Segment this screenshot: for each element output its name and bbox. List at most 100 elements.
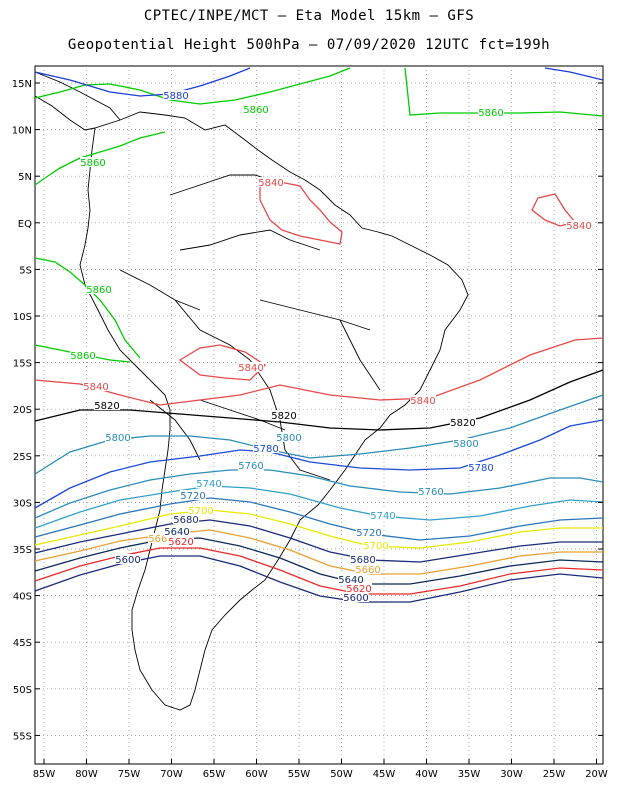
contour-label-5860: 5860 bbox=[80, 158, 105, 169]
contour-label-bg bbox=[196, 478, 222, 488]
lon-tick-label: 45W bbox=[373, 769, 396, 780]
lat-tick-label: 20S bbox=[13, 405, 32, 416]
contour-5720 bbox=[34, 497, 604, 541]
contour-label-bg bbox=[370, 510, 396, 520]
contour-label-bg bbox=[86, 284, 112, 294]
contour-5780 bbox=[34, 419, 604, 509]
contour-label-5720: 5720 bbox=[180, 491, 205, 502]
axis-ticks: 15N 10N 5N EQ 5S 10S 15S 20S 25S 30S 35S 40S 45S 50S 5… bbox=[12, 79, 608, 780]
contour-label-5880: 5880 bbox=[163, 91, 188, 102]
central-america-coast-south bbox=[34, 95, 96, 131]
lat-tick-label: 50S bbox=[13, 685, 32, 696]
contour-label-5860: 5860 bbox=[70, 351, 95, 362]
lon-tick-label: 75W bbox=[118, 769, 141, 780]
contour-label-bg bbox=[453, 438, 479, 448]
contour-label-5660: 5660 bbox=[355, 565, 380, 576]
lat-tick-label: 40S bbox=[13, 592, 32, 603]
contour-label-bg bbox=[363, 540, 389, 550]
contour-label-5860: 5860 bbox=[86, 285, 111, 296]
contour-label-bg bbox=[70, 350, 96, 360]
contour-5760 bbox=[34, 469, 604, 519]
lon-tick-label: 35W bbox=[458, 769, 481, 780]
contour-label-5700: 5700 bbox=[363, 541, 388, 552]
lat-tick-label: 45S bbox=[13, 638, 32, 649]
contour-label-5640: 5640 bbox=[338, 575, 363, 586]
lon-tick-label: 50W bbox=[330, 769, 353, 780]
contour-5880 bbox=[544, 67, 604, 81]
contour-label-5840: 5840 bbox=[238, 363, 263, 374]
contour-label-5680: 5680 bbox=[350, 555, 375, 566]
contour-label-5800: 5800 bbox=[105, 433, 130, 444]
contour-5740 bbox=[34, 485, 604, 529]
contour-label-5600: 5600 bbox=[343, 593, 368, 604]
lat-tick-label: 10S bbox=[13, 312, 32, 323]
contour-5660 bbox=[34, 529, 603, 575]
contour-label-bg bbox=[163, 90, 189, 100]
contour-label-5840: 5840 bbox=[258, 178, 283, 189]
contour-label-bg bbox=[258, 177, 284, 187]
lon-tick-label: 65W bbox=[203, 769, 226, 780]
contour-label-5760: 5760 bbox=[238, 461, 263, 472]
contour-5840 bbox=[259, 179, 343, 245]
contour-label-bg bbox=[83, 381, 109, 391]
map-subtitle: Geopotential Height 500hPa – 07/09/2020 … bbox=[67, 37, 551, 53]
lon-tick-label: 20W bbox=[585, 769, 608, 780]
lat-tick-label: 5N bbox=[18, 172, 32, 183]
contour-label-5680: 5680 bbox=[173, 515, 198, 526]
lon-tick-label: 85W bbox=[33, 769, 56, 780]
contour-label-5740: 5740 bbox=[196, 479, 221, 490]
contour-label-bg bbox=[343, 592, 369, 602]
contour-label-5840: 5840 bbox=[410, 396, 435, 407]
contour-label-bg bbox=[450, 417, 476, 427]
contour-label-bg bbox=[468, 462, 494, 472]
lat-tick-label: 10N bbox=[12, 126, 32, 137]
contour-label-bg bbox=[410, 395, 436, 405]
map-frame bbox=[34, 65, 604, 765]
contour-label-bg bbox=[180, 490, 206, 500]
contour-label-5640: 5640 bbox=[164, 527, 189, 538]
contour-label-bg bbox=[271, 410, 297, 420]
south-america-coast bbox=[79, 111, 469, 711]
contour-label-bg bbox=[238, 460, 264, 470]
contour-label-bg bbox=[94, 400, 120, 410]
contour-label-5840: 5840 bbox=[83, 382, 108, 393]
contour-label-5820: 5820 bbox=[450, 418, 475, 429]
contour-label-5740: 5740 bbox=[370, 511, 395, 522]
lat-tick-label: 30S bbox=[13, 498, 32, 509]
contour-5640 bbox=[34, 537, 604, 585]
contour-label-bg bbox=[168, 536, 194, 546]
map-title: CPTEC/INPE/MCT – Eta Model 15km – GFS bbox=[143, 8, 475, 24]
contour-label-5800: 5800 bbox=[276, 433, 301, 444]
central-america-coast bbox=[34, 71, 121, 121]
contour-label-bg bbox=[356, 527, 382, 537]
contour-label-5820: 5820 bbox=[271, 411, 296, 422]
contour-label-bg bbox=[80, 157, 106, 167]
contour-5840 bbox=[34, 337, 604, 406]
contour-label-5760: 5760 bbox=[418, 487, 443, 498]
contour-label-5660: 5660 bbox=[148, 534, 173, 545]
contour-label-bg bbox=[105, 432, 131, 442]
lon-tick-label: 80W bbox=[75, 769, 98, 780]
lat-tick-label: 55S bbox=[13, 731, 32, 742]
contour-5880 bbox=[34, 67, 251, 97]
contour-label-bg bbox=[478, 107, 504, 117]
contour-label-bg bbox=[164, 526, 190, 536]
coastlines bbox=[34, 71, 469, 711]
contour-label-5860: 5860 bbox=[243, 105, 268, 116]
contour-label-bg bbox=[346, 583, 372, 593]
contour-label-5700: 5700 bbox=[188, 506, 213, 517]
lat-tick-label: 5S bbox=[19, 265, 32, 276]
lon-tick-label: 70W bbox=[160, 769, 183, 780]
lon-tick-label: 60W bbox=[245, 769, 268, 780]
lat-tick-label: 15S bbox=[13, 359, 32, 370]
contour-label-5840: 5840 bbox=[566, 221, 591, 232]
contour-label-bg bbox=[173, 514, 199, 524]
lon-tick-label: 55W bbox=[288, 769, 311, 780]
contour-label-5620: 5620 bbox=[346, 584, 371, 595]
contour-label-bg bbox=[253, 443, 279, 453]
lat-tick-label: 35S bbox=[13, 545, 32, 556]
contour-label-5780: 5780 bbox=[468, 463, 493, 474]
contour-label-5780: 5780 bbox=[253, 444, 278, 455]
lat-tick-label: 15N bbox=[12, 79, 32, 90]
